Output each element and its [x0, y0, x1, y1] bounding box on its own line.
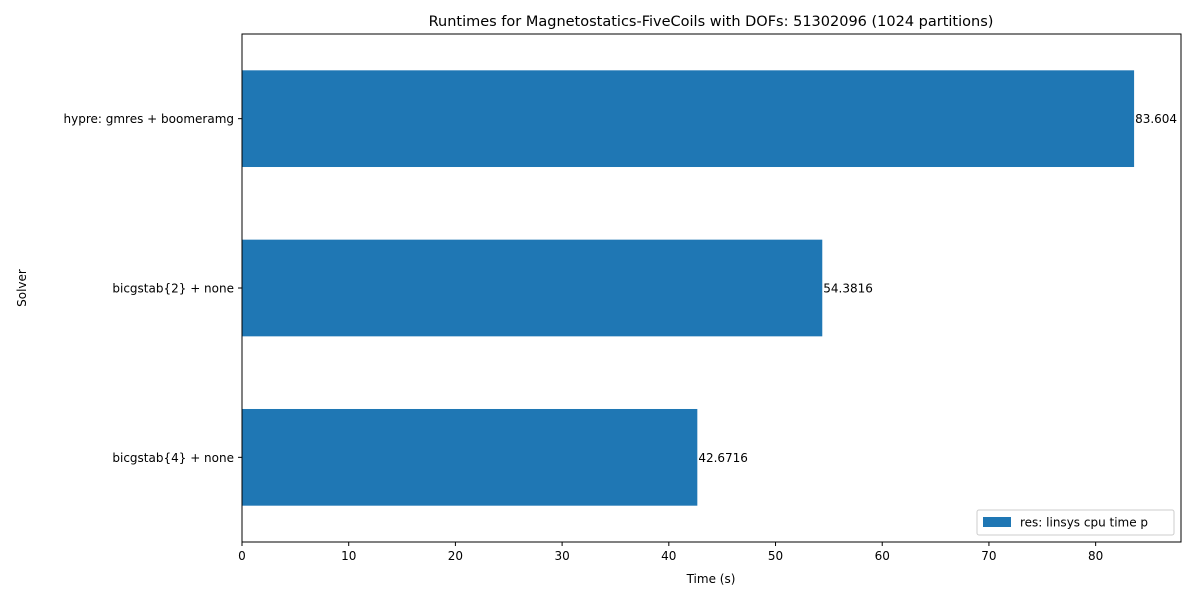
bar: [242, 70, 1135, 168]
x-axis-label: Time (s): [686, 572, 736, 586]
x-tick-label: 40: [661, 549, 676, 563]
chart-title: Runtimes for Magnetostatics-FiveCoils wi…: [429, 14, 994, 30]
x-tick-label: 50: [768, 549, 783, 563]
y-tick-label: bicgstab{2} + none: [112, 282, 234, 296]
bar-value-label: 83.604: [1135, 112, 1177, 126]
y-axis-label: Solver: [15, 269, 29, 307]
legend-label: res: linsys cpu time p: [1020, 516, 1148, 530]
x-tick-label: 70: [981, 549, 996, 563]
legend-swatch: [983, 517, 1011, 527]
plot-frame: [241, 33, 1182, 543]
data-labels-group: 42.6716 54.3816 83.604: [698, 112, 1177, 465]
bar: [242, 239, 823, 337]
x-tick-label: 10: [341, 549, 356, 563]
x-tick-label: 20: [448, 549, 463, 563]
legend-box: [976, 509, 1175, 536]
x-axis-ticks: 0 10 20 30 40 50 60 70 80: [238, 542, 1103, 563]
bar: [242, 408, 698, 506]
y-tick-label: bicgstab{4} + none: [112, 451, 234, 465]
x-tick-label: 60: [875, 549, 890, 563]
bar-value-label: 42.6716: [698, 451, 748, 465]
x-tick-label: 0: [238, 549, 246, 563]
bar-value-label: 54.3816: [823, 282, 873, 296]
x-tick-label: 80: [1088, 549, 1103, 563]
y-tick-label: hypre: gmres + boomeramg: [64, 112, 235, 126]
bars-group: [242, 70, 1135, 506]
legend: res: linsys cpu time p: [976, 509, 1175, 536]
y-axis-ticks: bicgstab{4} + none bicgstab{2} + none hypr…: [64, 112, 242, 465]
x-tick-label: 30: [554, 549, 569, 563]
